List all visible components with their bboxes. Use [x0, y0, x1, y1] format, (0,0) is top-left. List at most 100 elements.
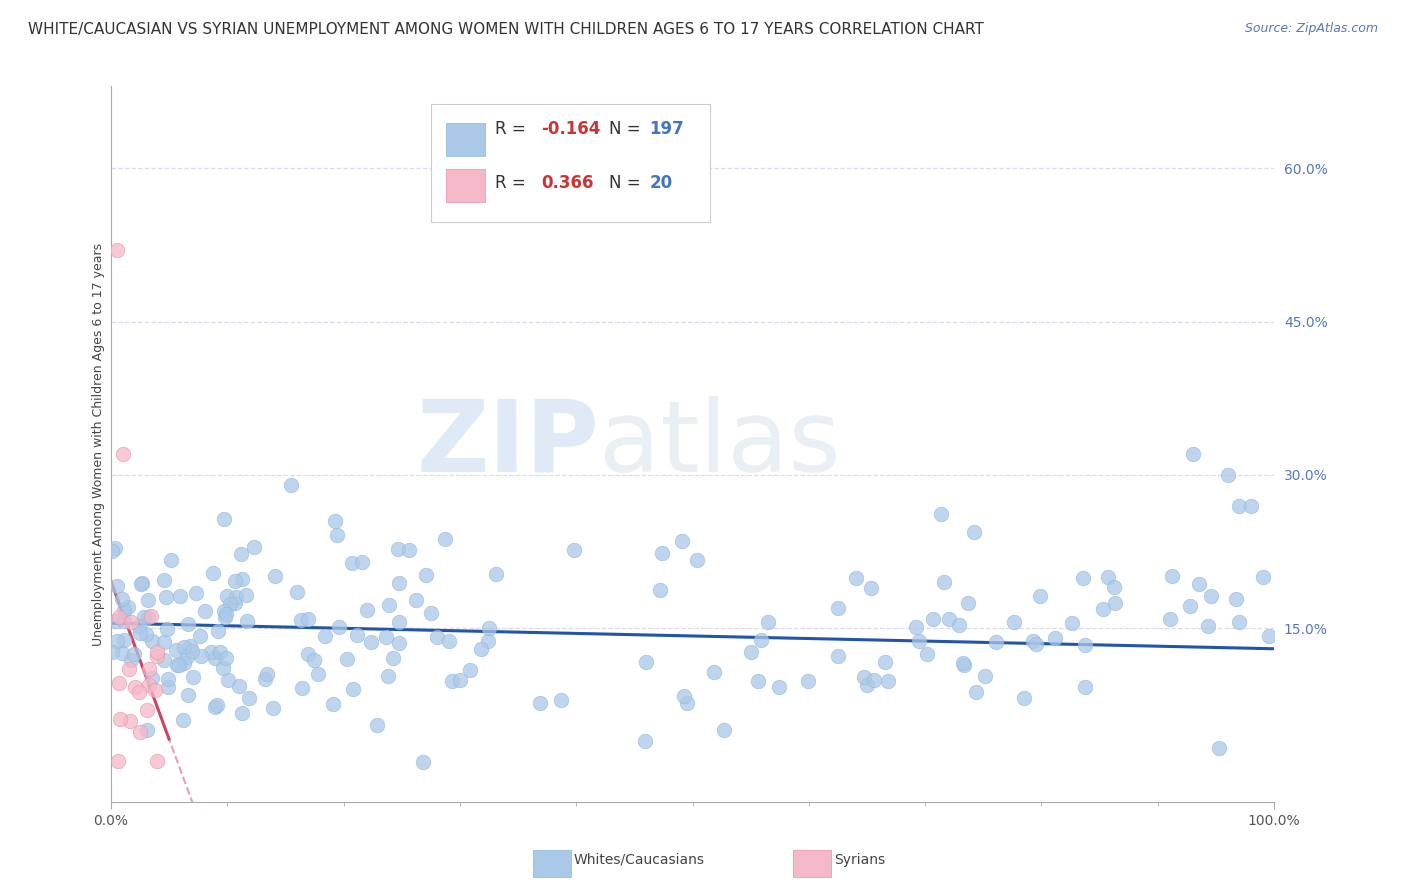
Point	[328, 620, 350, 634]
Point	[136, 723, 159, 738]
Text: 197: 197	[650, 120, 685, 138]
Point	[952, 657, 974, 672]
Point	[938, 612, 960, 626]
Point	[853, 670, 876, 684]
Point	[280, 478, 302, 492]
Text: R =: R =	[495, 174, 530, 192]
Point	[145, 645, 167, 659]
Point	[904, 620, 927, 634]
Point	[176, 650, 198, 665]
Point	[205, 698, 228, 712]
Point	[1240, 499, 1263, 513]
Point	[143, 683, 166, 698]
Point	[118, 714, 141, 728]
Point	[131, 575, 153, 590]
Point	[117, 599, 139, 614]
Point	[686, 553, 709, 567]
Point	[172, 713, 194, 727]
Point	[350, 555, 373, 569]
Point	[703, 665, 725, 679]
Point	[458, 663, 481, 677]
Point	[124, 680, 146, 694]
Point	[181, 670, 204, 684]
Point	[208, 645, 231, 659]
Point	[433, 532, 456, 546]
Point	[1160, 568, 1182, 582]
Point	[388, 636, 411, 650]
Point	[136, 703, 159, 717]
Point	[229, 547, 252, 561]
Point	[169, 589, 191, 603]
Point	[120, 615, 142, 630]
Point	[256, 667, 278, 681]
Point	[215, 651, 238, 665]
Point	[152, 635, 174, 649]
Point	[484, 567, 506, 582]
Point	[111, 447, 134, 461]
Point	[118, 662, 141, 676]
Point	[1251, 570, 1274, 584]
Text: N =: N =	[609, 120, 645, 138]
Point	[323, 515, 346, 529]
Point	[1012, 691, 1035, 706]
Point	[342, 681, 364, 696]
Point	[108, 676, 131, 690]
Point	[478, 621, 501, 635]
Point	[110, 712, 132, 726]
Point	[166, 658, 188, 673]
Point	[375, 630, 398, 644]
Point	[922, 612, 945, 626]
Point	[1025, 637, 1047, 651]
Point	[153, 573, 176, 587]
Point	[124, 647, 146, 661]
Point	[564, 542, 586, 557]
Point	[1097, 570, 1119, 584]
Point	[984, 635, 1007, 649]
Point	[145, 754, 167, 768]
Point	[200, 645, 222, 659]
Point	[297, 647, 319, 661]
Point	[231, 573, 253, 587]
Point	[398, 543, 420, 558]
Point	[254, 672, 277, 686]
Point	[956, 595, 979, 609]
Point	[713, 723, 735, 737]
Text: Whites/Caucasians: Whites/Caucasians	[574, 853, 704, 867]
Point	[756, 615, 779, 630]
Point	[929, 507, 952, 521]
Point	[326, 528, 349, 542]
Point	[264, 569, 287, 583]
Point	[136, 593, 159, 607]
Point	[388, 615, 411, 629]
Point	[477, 634, 499, 648]
Text: WHITE/CAUCASIAN VS SYRIAN UNEMPLOYMENT AMONG WOMEN WITH CHILDREN AGES 6 TO 17 YE: WHITE/CAUCASIAN VS SYRIAN UNEMPLOYMENT A…	[28, 22, 984, 37]
Point	[224, 596, 246, 610]
Point	[420, 606, 443, 620]
Point	[202, 566, 225, 581]
Point	[1225, 592, 1247, 607]
Point	[128, 685, 150, 699]
Point	[963, 524, 986, 539]
Point	[120, 653, 142, 667]
Point	[204, 699, 226, 714]
Point	[173, 656, 195, 670]
Text: 0.366: 0.366	[541, 174, 593, 192]
Point	[1071, 571, 1094, 585]
Point	[740, 645, 762, 659]
Point	[188, 629, 211, 643]
Text: 20: 20	[650, 174, 672, 192]
Point	[768, 680, 790, 694]
Point	[290, 681, 312, 695]
Point	[105, 243, 128, 257]
Point	[194, 604, 217, 618]
Point	[378, 599, 401, 613]
Point	[190, 649, 212, 664]
Point	[101, 543, 124, 558]
Point	[855, 678, 877, 692]
Point	[1227, 499, 1250, 513]
Point	[141, 634, 163, 648]
Point	[1091, 601, 1114, 615]
Point	[101, 645, 124, 659]
Point	[1216, 467, 1239, 482]
Point	[1201, 589, 1223, 603]
